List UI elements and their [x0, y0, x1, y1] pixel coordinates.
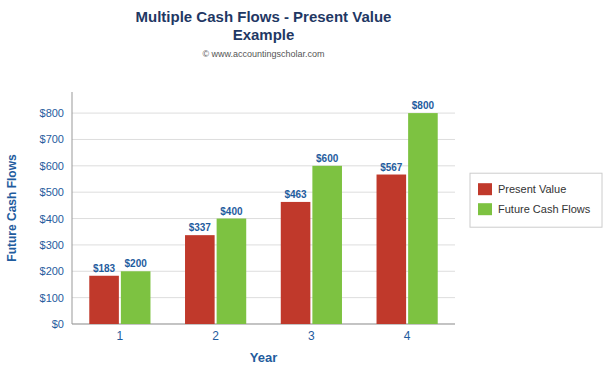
y-axis-label: Future Cash Flows [5, 154, 19, 262]
x-axis-label: Year [250, 350, 277, 365]
y-tick-label: $300 [40, 239, 64, 251]
y-tick-label: $700 [40, 133, 64, 145]
title-line: Multiple Cash Flows - Present Value [136, 8, 392, 25]
y-tick-label: $600 [40, 160, 64, 172]
bars [89, 113, 437, 324]
y-tick-label: $800 [40, 107, 64, 119]
bar [408, 113, 438, 324]
x-tick-label: 1 [117, 329, 124, 343]
bar [217, 219, 247, 324]
y-tick-label: $0 [52, 318, 64, 330]
legend-label: Present Value [498, 183, 566, 195]
x-tick-label: 4 [404, 329, 411, 343]
grid [72, 113, 455, 324]
bar [185, 235, 215, 324]
bar [121, 271, 151, 324]
data-label: $200 [125, 258, 148, 269]
y-tick-label: $500 [40, 186, 64, 198]
data-label: $337 [189, 222, 212, 233]
title: Multiple Cash Flows - Present ValueExamp… [136, 8, 392, 43]
y-axis-line [72, 92, 73, 324]
legend-swatch [478, 203, 492, 215]
title-line: Example [233, 26, 295, 43]
x-tick-label: 3 [308, 329, 315, 343]
y-tick-label: $200 [40, 265, 64, 277]
bar [89, 276, 119, 324]
legend: Present Value Future Cash Flows [470, 173, 602, 227]
y-tick-label: $100 [40, 292, 64, 304]
data-label: $600 [316, 153, 339, 164]
bar [377, 175, 407, 324]
bar [281, 202, 311, 324]
y-tick-label: $400 [40, 213, 64, 225]
chart: Multiple Cash Flows - Present ValueExamp… [0, 0, 612, 374]
data-label: $800 [412, 100, 435, 111]
data-label: $463 [284, 189, 307, 200]
legend-frame [470, 173, 602, 227]
data-label: $567 [380, 162, 403, 173]
bar [312, 166, 342, 324]
data-label: $183 [93, 263, 116, 274]
grid-line [72, 113, 455, 114]
legend-label: Future Cash Flows [498, 203, 591, 215]
grid-line [72, 139, 455, 140]
legend-swatch [478, 183, 492, 195]
data-label: $400 [220, 206, 243, 217]
subtitle: © www.accountingscholar.com [202, 49, 324, 59]
x-tick-label: 2 [212, 329, 219, 343]
